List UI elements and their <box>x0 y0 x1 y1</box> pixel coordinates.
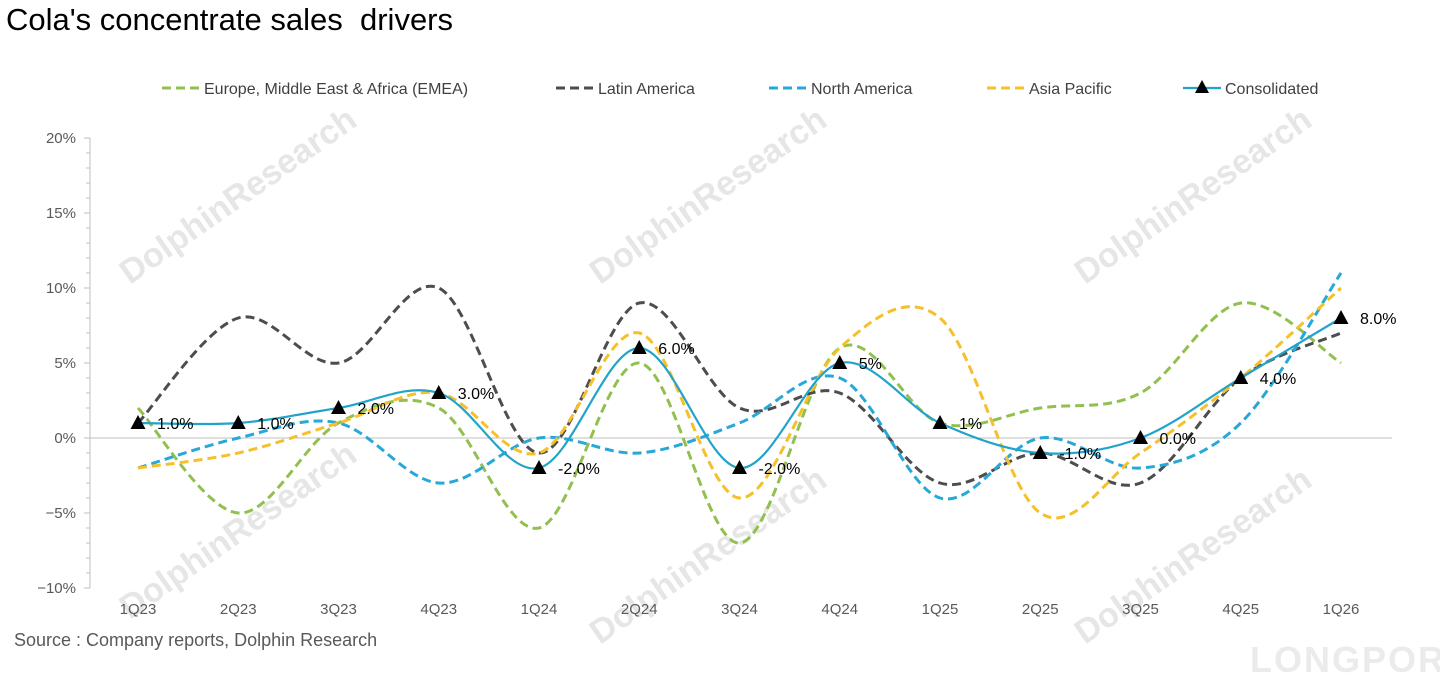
consolidated-marker <box>732 460 747 474</box>
data-label: 8.0% <box>1360 311 1396 328</box>
consolidated-marker <box>130 415 146 429</box>
data-label: 1.0% <box>257 416 293 433</box>
data-label: 4.0% <box>1260 371 1296 388</box>
data-label: 3.0% <box>458 386 494 403</box>
watermark-text: DolphinResearch <box>113 435 364 627</box>
consolidated-marker <box>531 460 547 474</box>
y-tick-label: −10% <box>37 580 76 597</box>
series-line-asia-pacific <box>137 286 1343 520</box>
consolidated-marker <box>832 355 848 369</box>
data-label: 2.0% <box>358 401 394 418</box>
watermark-layer: DolphinResearch DolphinResearch DolphinRes… <box>113 100 1440 680</box>
x-tick-label: 3Q23 <box>320 601 357 618</box>
y-tick-label: 0% <box>54 430 76 447</box>
data-label: -1.0% <box>1059 446 1101 463</box>
y-tick-label: 15% <box>46 205 76 222</box>
legend: Europe, Middle East & Africa (EMEA) Latin… <box>162 80 1318 98</box>
watermark-text: DolphinResearch <box>113 100 364 292</box>
data-label: -2.0% <box>558 461 600 478</box>
legend-label: North America <box>811 81 912 98</box>
data-label: -2.0% <box>759 461 801 478</box>
x-tick-label: 1Q23 <box>120 601 157 618</box>
x-tick-label: 2Q25 <box>1022 601 1059 618</box>
x-tick-label: 4Q24 <box>821 601 858 618</box>
series-line-north-america <box>137 272 1343 501</box>
watermark-text: DolphinResearch <box>583 100 834 292</box>
x-tick-label: 1Q24 <box>521 601 558 618</box>
consolidated-marker <box>331 400 346 414</box>
x-tick-label: 3Q24 <box>721 601 758 618</box>
series-layer <box>130 272 1349 545</box>
series-line-europe-middle-east-africa-emea <box>136 301 1342 545</box>
y-tick-label: 10% <box>46 280 76 297</box>
x-tick-label: 1Q25 <box>922 601 959 618</box>
consolidated-marker <box>631 340 647 354</box>
consolidated-marker <box>1133 430 1148 444</box>
series-line-consolidated <box>137 317 1342 470</box>
x-tick-label: 2Q24 <box>621 601 658 618</box>
y-tick-label: 5% <box>54 355 76 372</box>
watermark-text: DolphinResearch <box>1068 460 1319 652</box>
x-tick-label: 2Q23 <box>220 601 257 618</box>
x-tick-label: 4Q25 <box>1222 601 1259 618</box>
x-tick-label: 3Q25 <box>1122 601 1159 618</box>
data-label: 6.0% <box>658 341 694 358</box>
consolidated-marker <box>932 415 948 429</box>
legend-marker <box>1195 80 1209 93</box>
y-tick-label: −5% <box>46 505 76 522</box>
legend-label: Europe, Middle East & Africa (EMEA) <box>204 81 468 98</box>
y-tick-label: 20% <box>46 130 76 147</box>
source-note: Source : Company reports, Dolphin Resear… <box>14 630 378 650</box>
chart-title: Cola's concentrate sales drivers <box>6 2 454 37</box>
legend-label: Consolidated <box>1225 81 1318 98</box>
data-label: 1.0% <box>157 416 193 433</box>
x-tick-label: 1Q26 <box>1323 601 1360 618</box>
consolidated-marker <box>431 385 447 399</box>
consolidated-marker <box>1032 445 1048 459</box>
consolidated-marker <box>1333 310 1349 324</box>
axes: −10% −5% 0% 5% 10% 15% 20% 1Q23 2Q23 3Q23 4Q23 1Q24… <box>37 130 1392 618</box>
watermark-logo-text: LONGPORT <box>1250 639 1440 680</box>
data-label: 5% <box>859 356 882 373</box>
data-label: 1% <box>959 416 982 433</box>
data-label: 0.0% <box>1160 431 1196 448</box>
consolidated-marker <box>1233 370 1249 384</box>
series-line-latin-america <box>136 284 1342 487</box>
watermark-text: DolphinResearch <box>1068 100 1319 292</box>
consolidated-marker <box>230 415 246 429</box>
x-tick-label: 4Q23 <box>420 601 457 618</box>
data-labels-layer: 1.0% 1.0% 2.0% 3.0% -2.0% 6.0% -2.0% 5% 1% -1.0% 0… <box>157 311 1396 478</box>
watermark-text: DolphinResearch <box>583 460 834 652</box>
legend-label: Asia Pacific <box>1029 81 1112 98</box>
legend-label: Latin America <box>598 81 695 98</box>
